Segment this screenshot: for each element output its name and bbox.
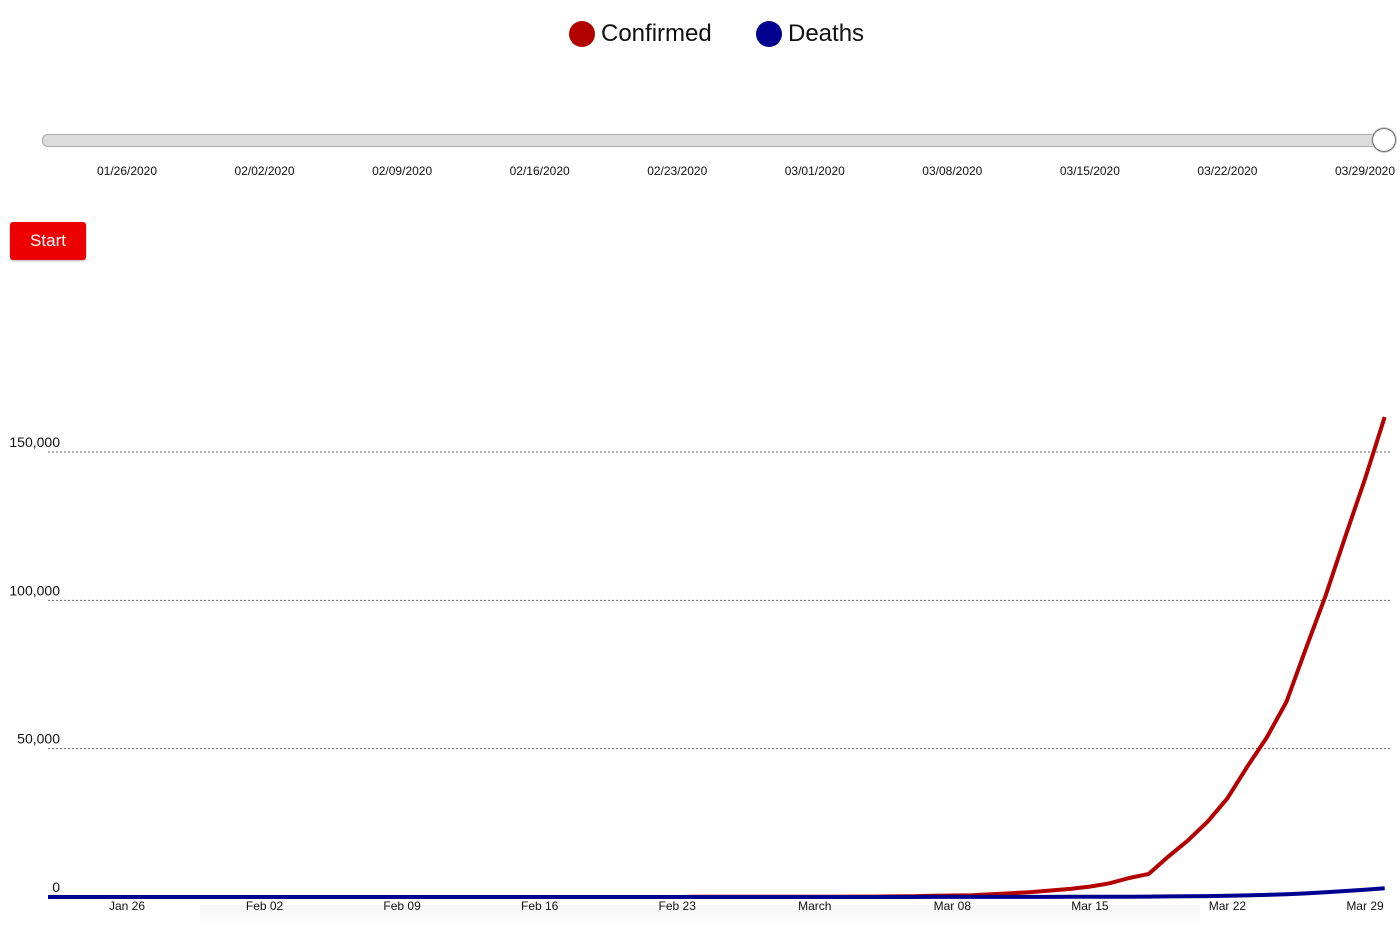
bottom-shadow (200, 905, 1200, 933)
chart-legend: Confirmed Deaths (0, 16, 1400, 52)
x-tick-label: Mar 22 (1209, 899, 1247, 913)
y-tick-label: 0 (52, 879, 60, 895)
y-tick-label: 150,000 (9, 434, 60, 450)
slider-tick-label: 03/08/2020 (922, 164, 983, 178)
legend-item-deaths[interactable]: Deaths (756, 16, 864, 52)
legend-dot-confirmed (569, 21, 595, 47)
date-slider-thumb[interactable] (1372, 128, 1396, 152)
slider-tick-label: 03/29/2020 (1334, 164, 1396, 178)
y-axis-labels: 0 50,000 100,000 150,000 (9, 434, 60, 895)
legend-dot-deaths (756, 21, 782, 47)
slider-tick-label: 03/22/2020 (1197, 164, 1258, 178)
series-line-deaths (46, 886, 1385, 899)
slider-tick-label: 02/09/2020 (372, 164, 433, 178)
x-tick-label: Jan 26 (109, 899, 145, 913)
date-slider-track[interactable] (42, 134, 1384, 147)
date-slider[interactable] (42, 128, 1396, 154)
legend-item-confirmed[interactable]: Confirmed (569, 16, 712, 52)
chart-gridlines (48, 451, 1390, 750)
y-tick-label: 100,000 (9, 582, 60, 598)
start-button[interactable]: Start (10, 222, 86, 260)
slider-tick-label: 02/23/2020 (647, 164, 708, 178)
x-tick-label: Mar 29 (1346, 899, 1384, 913)
slider-tick-label: 01/26/2020 (96, 164, 158, 178)
y-tick-label: 50,000 (17, 731, 60, 747)
slider-tick-label: 02/02/2020 (234, 164, 295, 178)
chart-series (46, 416, 1387, 899)
slider-tick-label: 03/15/2020 (1059, 164, 1120, 178)
legend-label-deaths: Deaths (788, 20, 865, 47)
slider-tick-label: 02/16/2020 (509, 164, 570, 178)
series-line-confirmed (46, 416, 1387, 899)
slider-tick-label: 03/01/2020 (784, 164, 845, 178)
legend-label-confirmed: Confirmed (601, 20, 712, 47)
